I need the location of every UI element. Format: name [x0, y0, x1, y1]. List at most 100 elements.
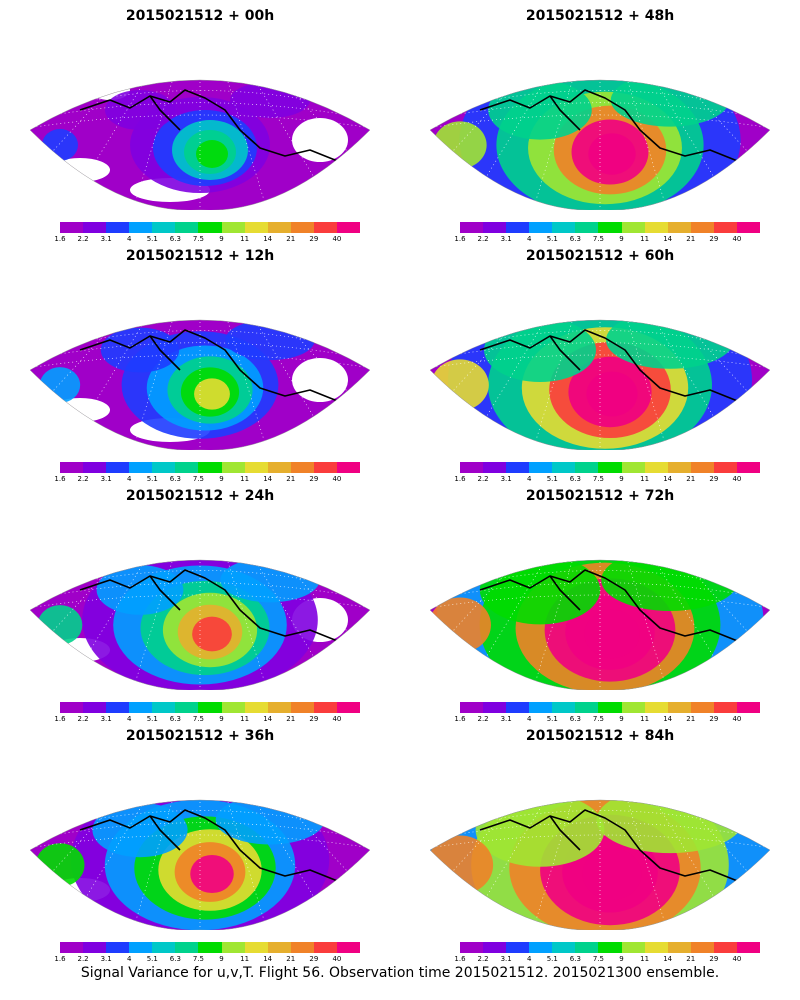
colorbar-segment [575, 942, 599, 953]
variance-map [29, 799, 371, 930]
colorbar-segment [244, 702, 268, 713]
colorbar-tick-label: 9 [219, 715, 224, 723]
colorbar-segment [313, 942, 337, 953]
map-panel-72h: 2015021512 + 72h 1.6 2.2 3.1 4 5.1 6.3 7.5 9 11 1… [400, 480, 800, 723]
colorbar-segment [106, 702, 130, 713]
coastline [685, 548, 710, 558]
colorbar-tick-label: 6.3 [169, 715, 181, 723]
domain-outline [429, 319, 771, 450]
longitude-gridline [529, 80, 601, 210]
colorbar-segment [267, 462, 291, 473]
colorbar-segment [244, 942, 268, 953]
colorbar-tick-label: 29 [309, 235, 319, 243]
variance-field [430, 80, 770, 210]
colorbar-tick-label: 7.5 [592, 235, 605, 243]
colorbar-segment [529, 462, 553, 473]
colorbar-segment [575, 222, 599, 233]
variance-contour [105, 90, 175, 130]
colorbar-tick-label: 21 [286, 475, 296, 483]
colorbar-tick-label: 29 [709, 715, 719, 723]
colorbar-segment [713, 702, 737, 713]
domain-outline [29, 799, 371, 930]
variance-contour [430, 835, 494, 895]
colorbar-segment [175, 462, 199, 473]
colorbar-ticks: 1.6 2.2 3.1 4 5.1 6.3 7.5 9 11 14 21 29 40 [452, 955, 772, 965]
colorbar-tick-label: 14 [663, 955, 673, 963]
latitude-gridline [30, 354, 370, 401]
colorbar-segment [483, 702, 507, 713]
colorbar-tick-label: 5.1 [546, 235, 558, 243]
colorbar-tick-label: 21 [286, 235, 296, 243]
colorbar-segment [644, 462, 668, 473]
colorbar-tick-label: 4 [126, 475, 132, 483]
colorbar-segment [336, 222, 361, 233]
colorbar-tick-label: 40 [732, 955, 742, 963]
variance-contour [35, 843, 85, 887]
colorbar-tick-label: 29 [709, 235, 719, 243]
panel-title: 2015021512 + 12h [125, 248, 275, 264]
colorbar-ticks: 1.6 2.2 3.1 4 5.1 6.3 7.5 9 11 14 21 29 40 [452, 715, 772, 725]
colorbar-tick-label: 11 [240, 715, 250, 723]
variance-map [29, 308, 371, 450]
map-panel-48h: 2015021512 + 48h 1.6 2.2 3.1 4 5.1 6.3 7.5 9 11 1… [400, 0, 800, 243]
coastline [549, 335, 581, 371]
colorbar-segment [667, 462, 691, 473]
colorbar-segment [460, 702, 484, 713]
colorbar-segment [690, 702, 714, 713]
colorbar-tick-label: 9 [619, 715, 624, 723]
coastline [79, 809, 341, 883]
colorbar-tick-label: 11 [640, 715, 650, 723]
colorbar-tick-label: 2.2 [477, 955, 489, 963]
colorbar-tick-label: 4 [526, 235, 532, 243]
colorbar-tick-label: 4 [526, 715, 532, 723]
colorbar-segment [506, 702, 530, 713]
colorbar-segment [152, 942, 176, 953]
colorbar-ticks: 1.6 2.2 3.1 4 5.1 6.3 7.5 9 11 14 21 29 40 [452, 235, 772, 245]
colorbar-segment [736, 222, 761, 233]
coastline [224, 320, 271, 321]
colorbar [460, 702, 761, 713]
coastline [224, 80, 271, 81]
longitude-gridline [599, 800, 671, 930]
missing-data-patch [292, 358, 348, 402]
coastline [549, 575, 581, 611]
figure-caption: Signal Variance for u,v,T. Flight 56. Ob… [80, 965, 720, 981]
colorbar-tick-label: 7.5 [192, 715, 205, 723]
colorbar-segment [60, 462, 84, 473]
variance-contour [100, 327, 180, 373]
colorbar-segment [621, 942, 645, 953]
colorbar-segment [644, 702, 668, 713]
colorbar-tick-label: 7.5 [592, 475, 605, 483]
colorbar-segment [313, 462, 337, 473]
colorbar-segment [598, 702, 622, 713]
colorbar-tick-label: 2.2 [477, 715, 489, 723]
colorbar-tick-label: 29 [709, 955, 719, 963]
variance-field [430, 320, 770, 450]
colorbar-tick-label: 14 [663, 475, 673, 483]
variance-contour [192, 616, 232, 652]
colorbar-segment [690, 942, 714, 953]
colorbar-tick-label: 2.2 [77, 955, 89, 963]
variance-contour [230, 82, 310, 118]
colorbar-tick-label: 3.1 [500, 475, 512, 483]
domain-outline [29, 319, 371, 450]
coastline [79, 329, 341, 403]
coastline [285, 308, 310, 318]
colorbar-segment [198, 462, 222, 473]
colorbar-tick-label: 1.6 [454, 235, 466, 243]
colorbar-tick-label: 40 [732, 475, 742, 483]
colorbar-segment [290, 222, 314, 233]
colorbar-segment [290, 702, 314, 713]
colorbar-segment [621, 702, 645, 713]
longitude-gridline [529, 320, 601, 450]
colorbar-segment [506, 462, 530, 473]
colorbar-segment [336, 702, 361, 713]
colorbar-tick-label: 29 [309, 475, 319, 483]
variance-contour [484, 320, 596, 382]
colorbar-segment [460, 222, 484, 233]
colorbar-tick-label: 21 [686, 235, 696, 243]
colorbar-segment [644, 942, 668, 953]
colorbar-tick-label: 9 [619, 955, 624, 963]
longitude-gridline [129, 800, 201, 930]
latitude-gridline [430, 114, 770, 161]
